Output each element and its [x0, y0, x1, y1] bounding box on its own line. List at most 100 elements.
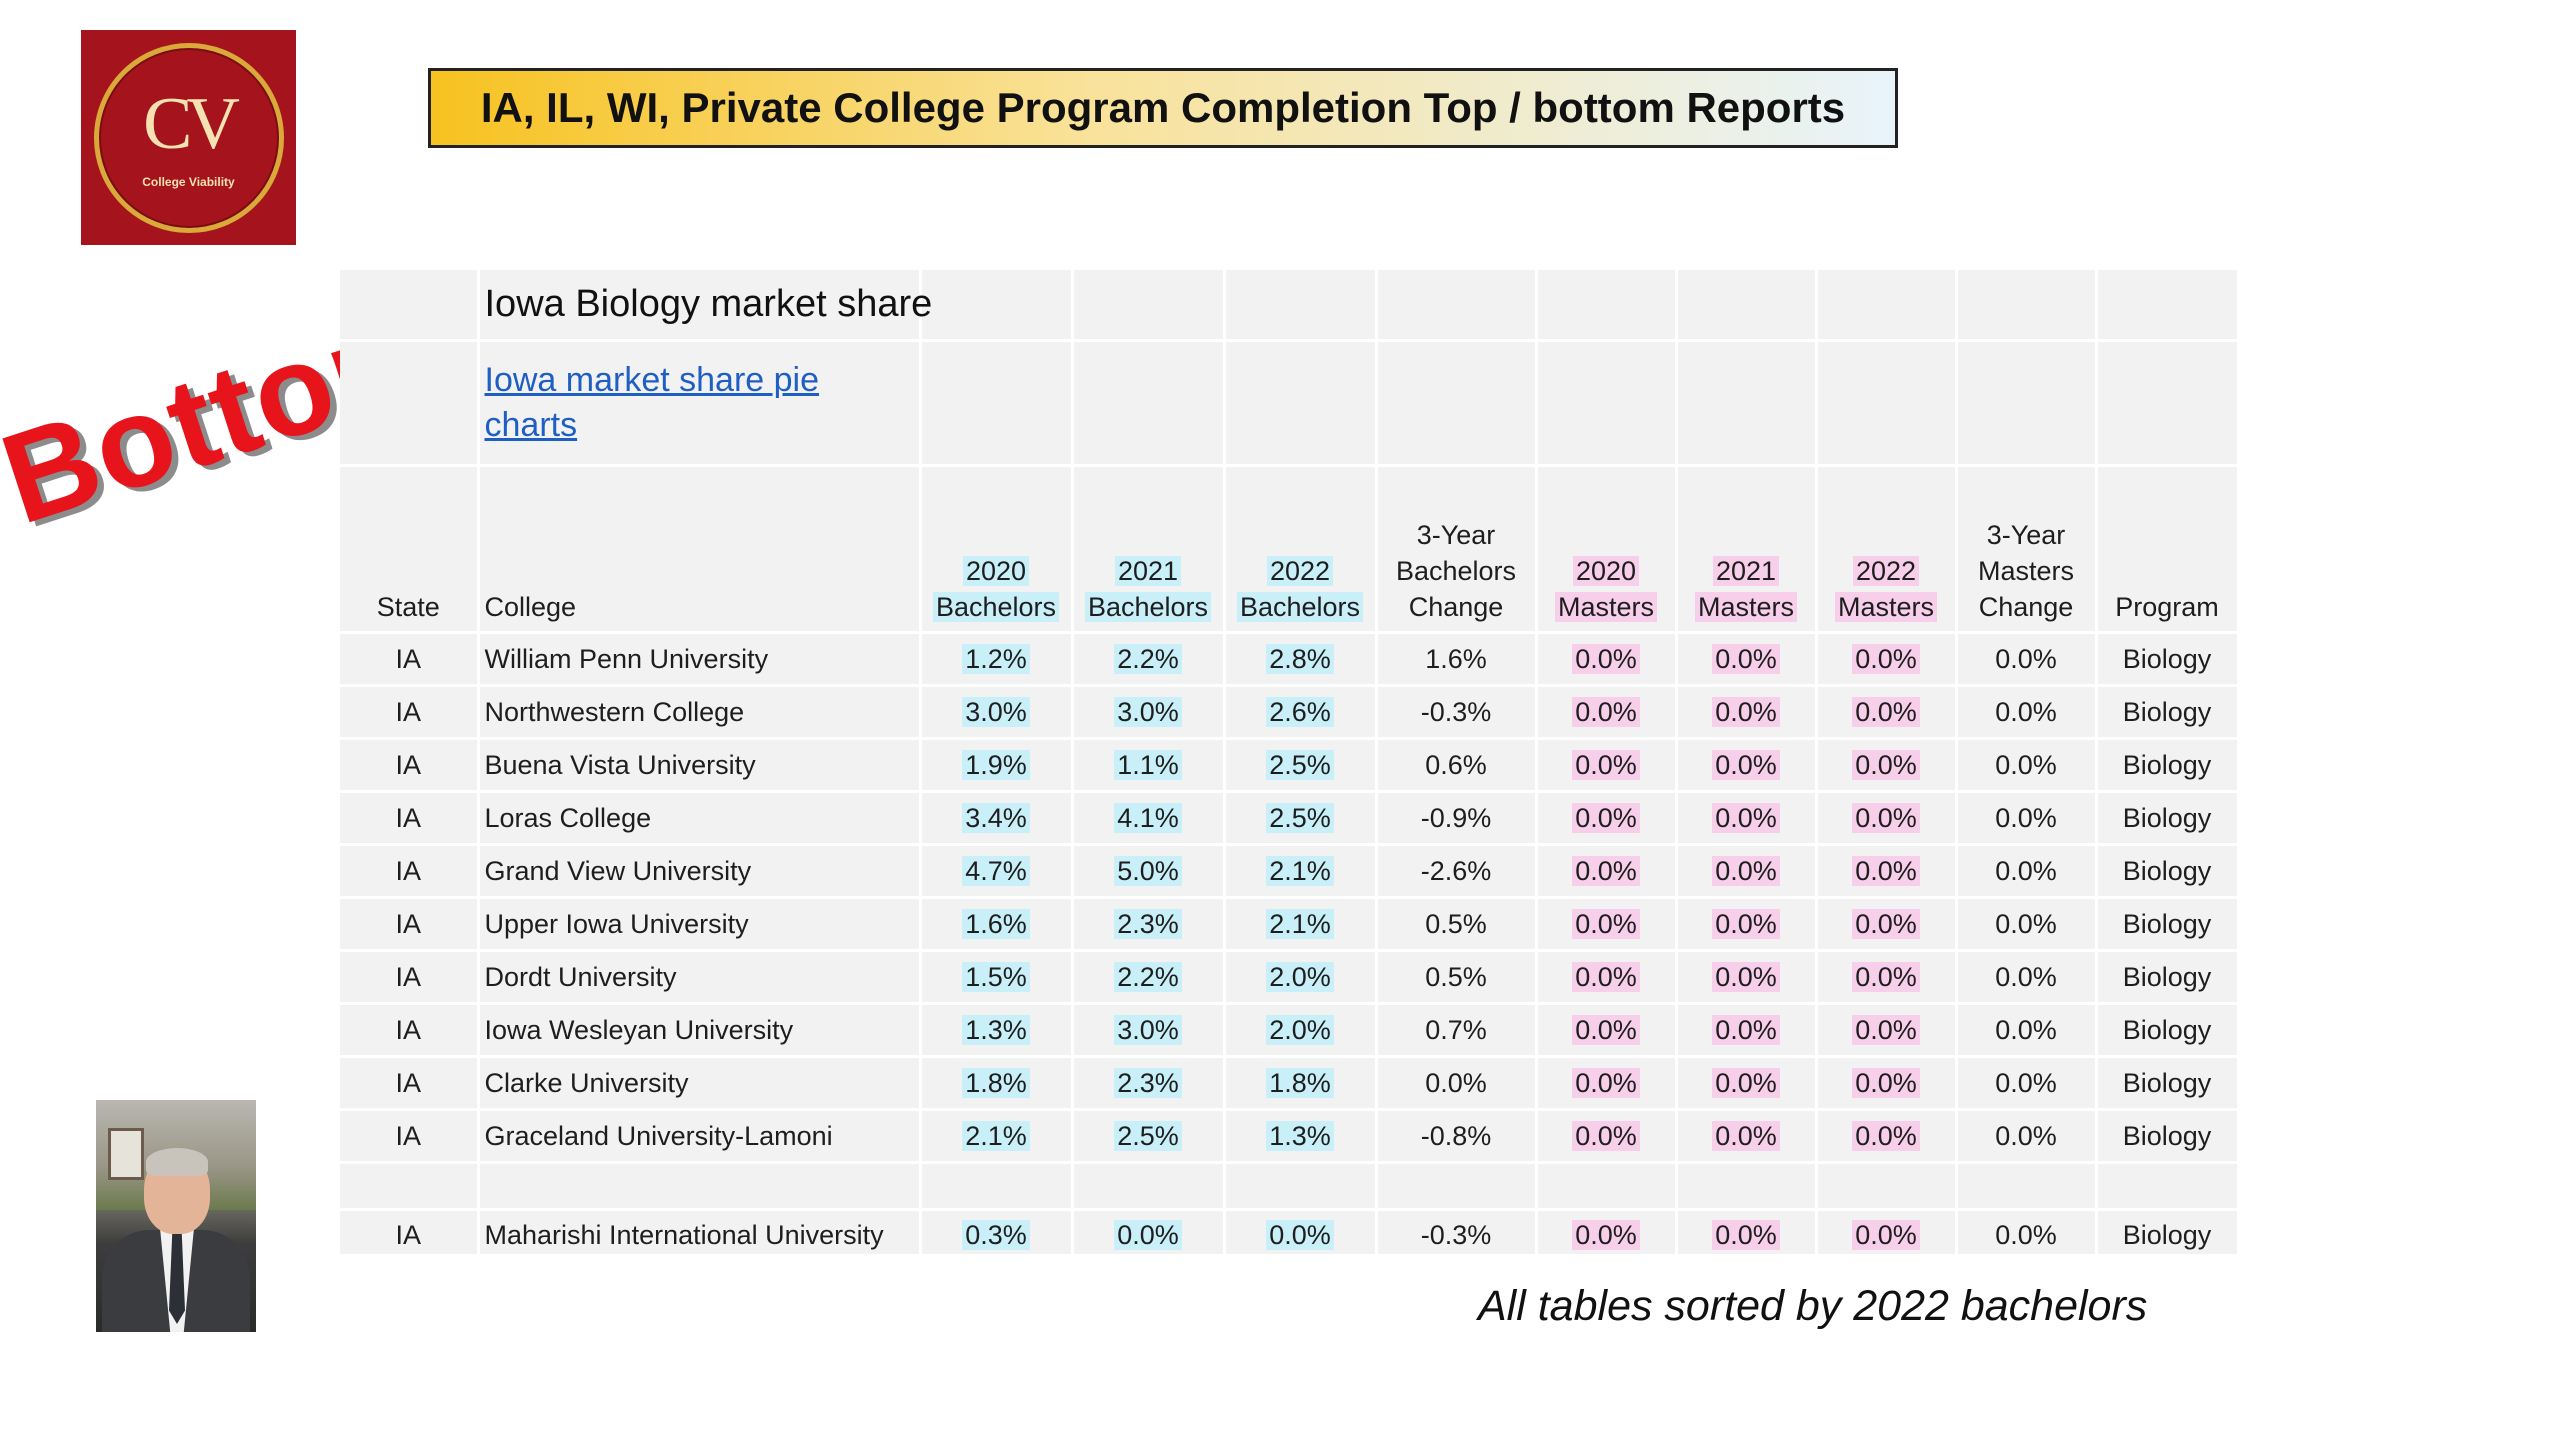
header-bachelors-change-line: Bachelors — [1395, 556, 1517, 586]
cell-value: 0.0% — [1712, 1219, 1780, 1250]
cell-value: 0.0% — [1572, 1067, 1640, 1098]
cell-value: 0.0% — [1852, 696, 1920, 727]
cell-2022-masters: 0.0% — [1816, 1209, 1958, 1262]
cell-2021-masters: 0.0% — [1676, 1056, 1818, 1111]
table-row: IA Grand View University 4.7% 5.0% 2.1% -2.6%… — [340, 844, 2240, 899]
cell-value: 0.0% — [1852, 1014, 1920, 1045]
cell-bachelors-change: 0.0% — [1376, 1056, 1538, 1111]
cell-value: 0.0% — [1995, 908, 2057, 939]
presenter-photo — [96, 1100, 256, 1332]
cell-2021-bachelors: 4.1% — [1072, 791, 1226, 846]
cell-program: Biology — [2096, 685, 2240, 740]
cell-value: 1.5% — [962, 961, 1030, 992]
header-2021-bachelors: 2021 Bachelors — [1072, 465, 1226, 634]
cell-2021-bachelors: 3.0% — [1072, 1003, 1226, 1058]
cell-2020-masters: 0.0% — [1536, 791, 1678, 846]
cell-value: 0.0% — [1712, 1120, 1780, 1151]
cell-value: 0.0% — [1852, 643, 1920, 674]
cell-value: 0.0% — [1266, 1219, 1334, 1250]
cell-value: 3.0% — [1114, 1014, 1182, 1045]
photo-hair — [146, 1148, 208, 1176]
cell-value: 1.1% — [1114, 749, 1182, 780]
cell-2021-masters: 0.0% — [1676, 632, 1818, 687]
pie-charts-link[interactable]: Iowa market share pie charts — [484, 361, 820, 444]
cell-2021-bachelors: 2.3% — [1072, 1056, 1226, 1111]
cell-2020-bachelors: 3.0% — [920, 685, 1074, 740]
table-spacer-row — [340, 1162, 2240, 1211]
header-2020-bachelors-line: Bachelors — [932, 592, 1060, 622]
cell-bachelors-change: -0.3% — [1376, 1209, 1538, 1262]
cell-value: 0.0% — [1712, 696, 1780, 727]
cell-2021-bachelors: 2.3% — [1072, 897, 1226, 952]
cell-value: 0.0% — [1852, 1219, 1920, 1250]
cell-2022-masters: 0.0% — [1816, 950, 1958, 1005]
cell-value: 0.0% — [1712, 961, 1780, 992]
cell-value: 0.0% — [1572, 802, 1640, 833]
cell-value: 0.0% — [1995, 749, 2057, 780]
cell-masters-change: 0.0% — [1956, 1003, 2098, 1058]
cell-bachelors-change: 0.7% — [1376, 1003, 1538, 1058]
cell-value: Clarke University — [484, 1067, 689, 1098]
cell-value: 2.6% — [1266, 696, 1334, 727]
photo-window — [108, 1128, 144, 1180]
cell-value: 0.0% — [1572, 696, 1640, 727]
cell-value: 5.0% — [1114, 855, 1182, 886]
header-state: State — [340, 465, 480, 634]
cell-state: IA — [340, 632, 480, 687]
cell-2022-bachelors: 2.5% — [1224, 791, 1378, 846]
cell-2022-masters: 0.0% — [1816, 1056, 1958, 1111]
cell-masters-change: 0.0% — [1956, 844, 2098, 899]
cell-value: Biology — [2122, 908, 2212, 939]
cell-value: IA — [395, 908, 421, 939]
cell-state: IA — [340, 685, 480, 740]
header-2022-masters-line: Masters — [1834, 592, 1938, 622]
cell-value: IA — [395, 961, 421, 992]
cell-bachelors-change: -2.6% — [1376, 844, 1538, 899]
cell-state: IA — [340, 738, 480, 793]
cell-state: IA — [340, 791, 480, 846]
cell-value: 1.6% — [962, 908, 1030, 939]
cell-college: Clarke University — [478, 1056, 922, 1111]
cell-value: 0.0% — [1572, 961, 1640, 992]
cell-value: -0.3% — [1420, 696, 1492, 727]
cell-2020-masters: 0.0% — [1536, 1109, 1678, 1164]
cell-college: Grand View University — [478, 844, 922, 899]
cell-value: 2.8% — [1266, 643, 1334, 674]
cell-masters-change: 0.0% — [1956, 1209, 2098, 1262]
cell-value: 2.1% — [1266, 855, 1334, 886]
table-header-row: State College 2020 Bachelors 2021 Bachelors 20… — [340, 465, 2240, 634]
cell-value: 0.0% — [1712, 802, 1780, 833]
cell-value: 3.4% — [962, 802, 1030, 833]
cell-value: 2.5% — [1266, 802, 1334, 833]
cell-value: 1.3% — [962, 1014, 1030, 1045]
header-bachelors-change-line: 3-Year — [1416, 520, 1496, 550]
cell-college: Graceland University-Lamoni — [478, 1109, 922, 1164]
cell-value: 0.0% — [1572, 855, 1640, 886]
cell-2020-masters: 0.0% — [1536, 1056, 1678, 1111]
cell-value: Biology — [2122, 855, 2212, 886]
cell-value: -0.3% — [1420, 1219, 1492, 1250]
header-2020-masters-line: 2020 — [1572, 556, 1640, 586]
cell-bachelors-change: 0.5% — [1376, 897, 1538, 952]
cell-state: IA — [340, 1209, 480, 1262]
cell-value: 0.6% — [1425, 749, 1487, 780]
cell-program: Biology — [2096, 738, 2240, 793]
cell-2020-bachelors: 1.9% — [920, 738, 1074, 793]
cell-value: 2.2% — [1114, 961, 1182, 992]
cell-college: Iowa Wesleyan University — [478, 1003, 922, 1058]
cell-value: 0.0% — [1852, 855, 1920, 886]
cell-2020-bachelors: 4.7% — [920, 844, 1074, 899]
cell-2020-bachelors: 2.1% — [920, 1109, 1074, 1164]
table-row: IA Iowa Wesleyan University 1.3% 3.0% 2.0% 0.… — [340, 1003, 2240, 1058]
table-title: Iowa Biology market share — [478, 270, 932, 342]
cell-2022-masters: 0.0% — [1816, 791, 1958, 846]
cell-value: Iowa Wesleyan University — [484, 1014, 794, 1045]
cell-2021-masters: 0.0% — [1676, 1109, 1818, 1164]
cell-2022-bachelors: 2.6% — [1224, 685, 1378, 740]
header-program: Program — [2096, 465, 2240, 634]
cell-value: 0.0% — [1572, 749, 1640, 780]
cell-2021-bachelors: 3.0% — [1072, 685, 1226, 740]
header-bachelors-change: 3-Year Bachelors Change — [1376, 465, 1538, 634]
cell-value: 1.3% — [1266, 1120, 1334, 1151]
cell-value: IA — [395, 855, 421, 886]
